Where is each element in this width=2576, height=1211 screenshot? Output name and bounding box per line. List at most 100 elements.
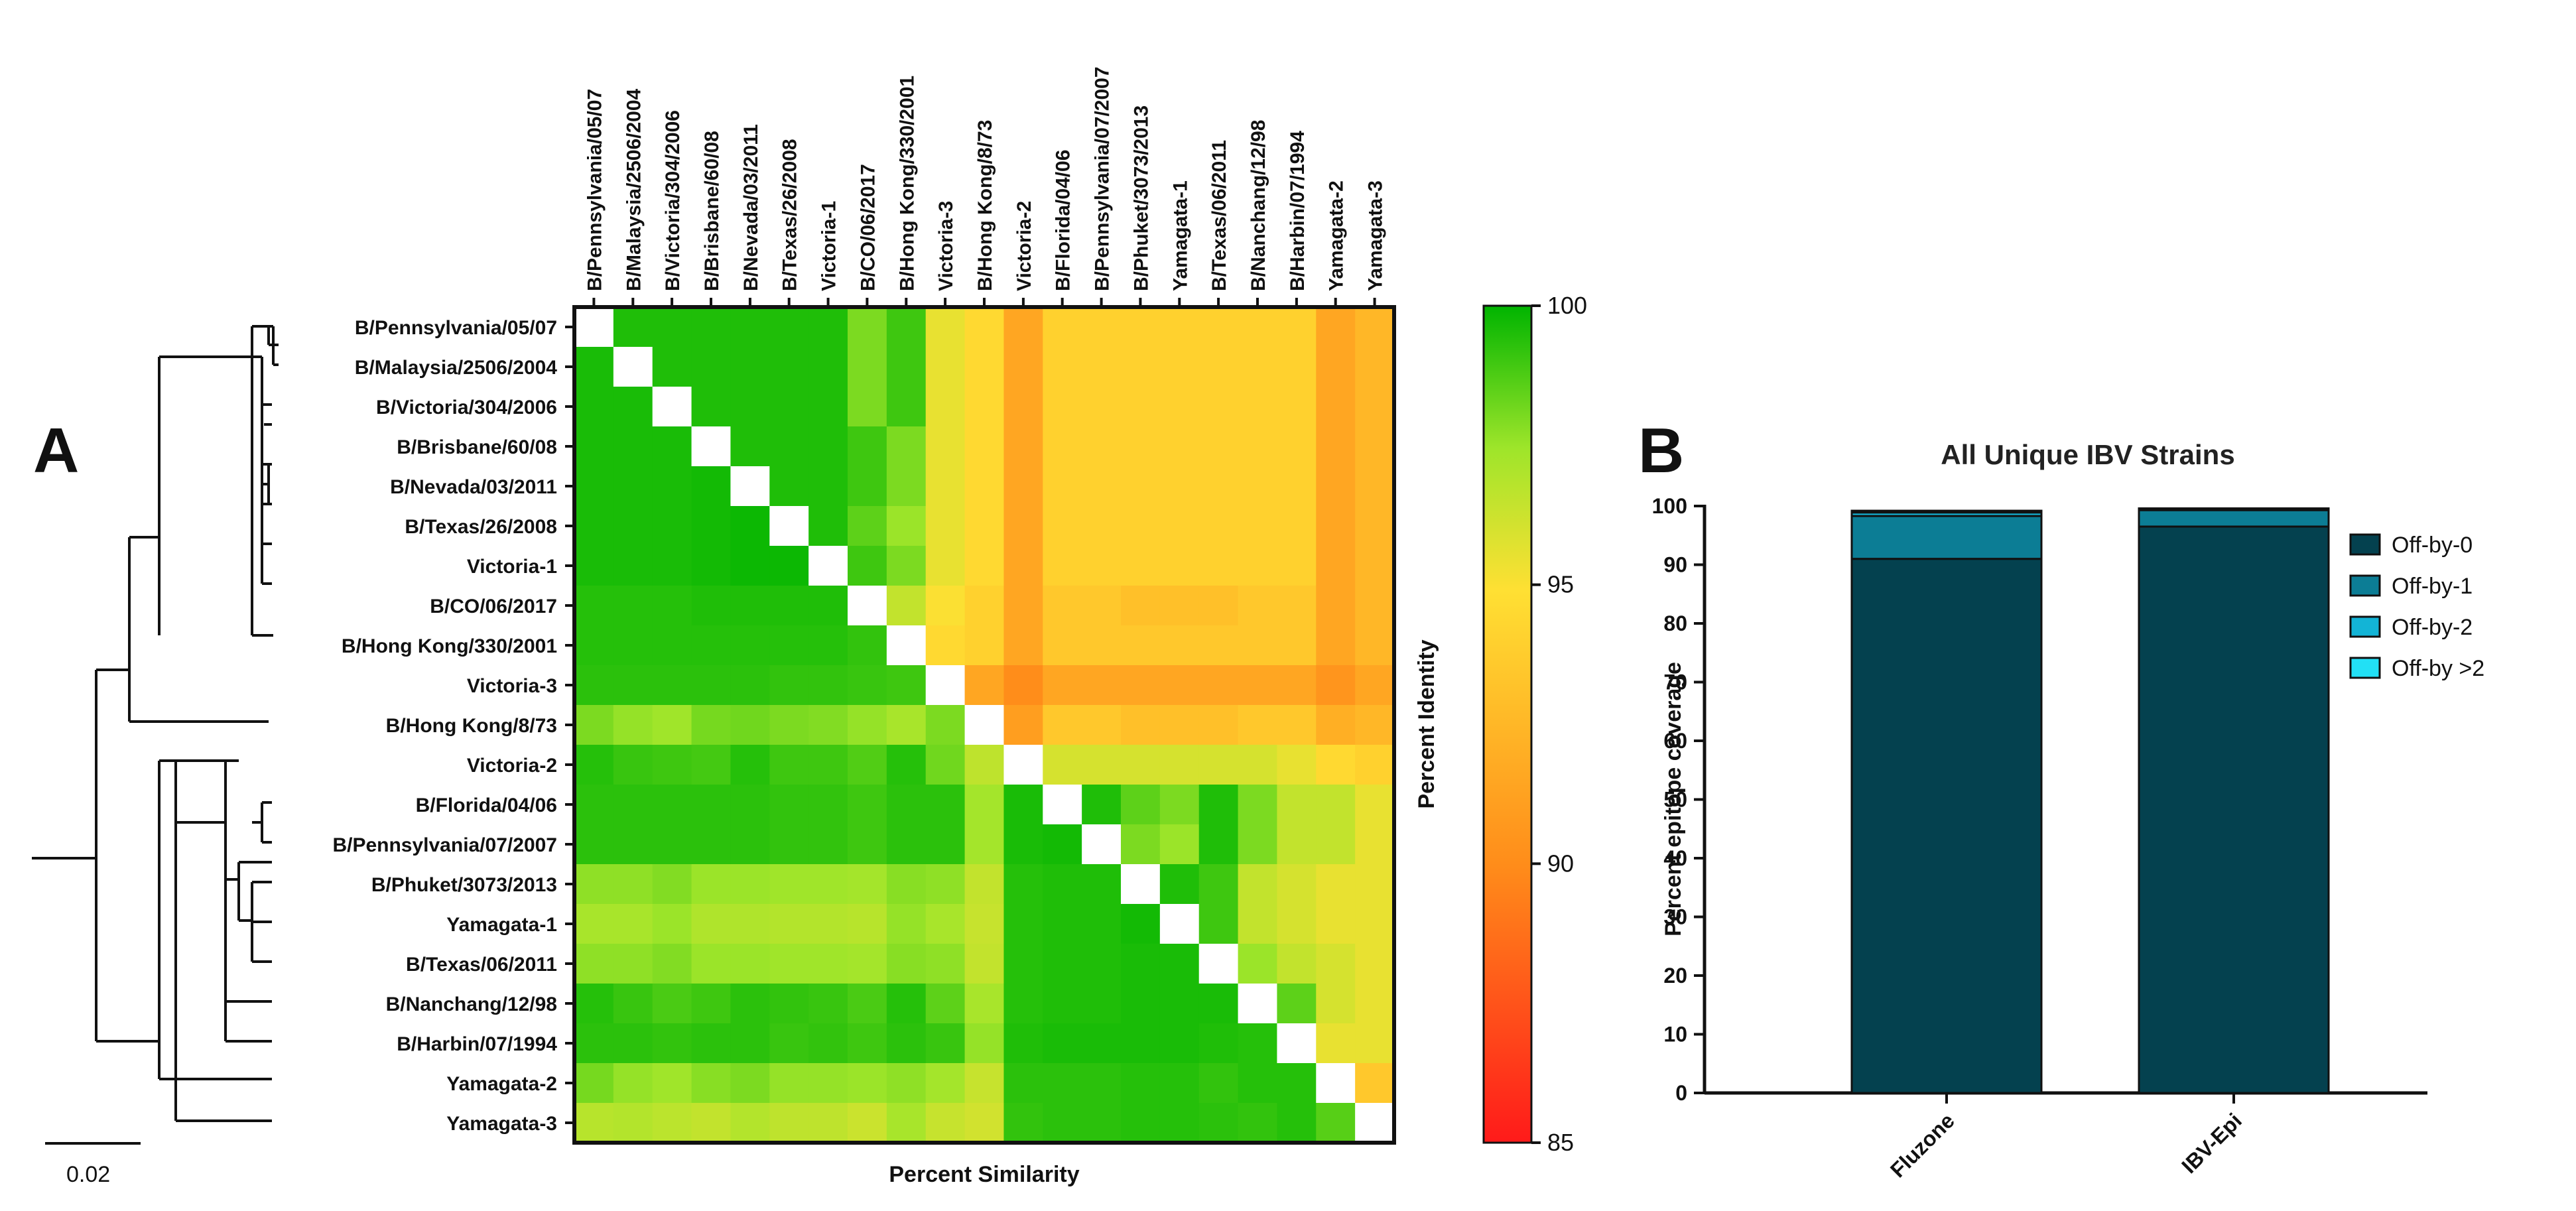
heatmap-cell <box>1043 586 1082 626</box>
heatmap-cell <box>769 625 809 666</box>
heatmap-cell <box>1082 586 1122 626</box>
heatmap-cell <box>691 984 732 1024</box>
heatmap-cell <box>1198 665 1239 706</box>
heatmap-cell <box>613 864 653 905</box>
heatmap-cell <box>574 824 614 865</box>
heatmap-cell <box>808 745 848 785</box>
heatmap-cell <box>964 1063 1005 1104</box>
heatmap-row-label: B/Hong Kong/330/2001 <box>342 635 557 657</box>
heatmap-cell <box>613 1103 653 1143</box>
heatmap-cell <box>886 1023 927 1064</box>
heatmap-cell <box>1082 387 1122 427</box>
heatmap-cell-diagonal <box>1316 1063 1356 1104</box>
heatmap-cell <box>1198 745 1239 785</box>
heatmap-cell <box>769 705 809 745</box>
heatmap-cell <box>1277 824 1317 865</box>
heatmap-cell <box>730 387 770 427</box>
heatmap-cell <box>1238 625 1278 666</box>
heatmap-cell <box>964 625 1005 666</box>
heatmap-cell <box>652 824 692 865</box>
heatmap-cell <box>925 1063 966 1104</box>
heatmap-cell <box>1198 1023 1239 1064</box>
heatmap-cell <box>1121 586 1161 626</box>
heatmap-cell <box>652 466 692 507</box>
heatmap-cell <box>691 1063 732 1104</box>
heatmap-cell <box>1355 347 1395 387</box>
heatmap-cell <box>1277 745 1317 785</box>
heatmap-cell <box>1159 506 1200 546</box>
heatmap-column-label: B/Phuket/3073/2013 <box>1130 105 1152 291</box>
heatmap-cell <box>1159 347 1200 387</box>
heatmap-cell <box>1003 705 1043 745</box>
heatmap-cell-diagonal <box>652 387 692 427</box>
heatmap-cell <box>1043 307 1082 348</box>
heatmap-cell <box>1082 506 1122 546</box>
heatmap-cell <box>1121 705 1161 745</box>
heatmap-row-label: B/Florida/04/06 <box>416 795 557 816</box>
heatmap-cell <box>1238 1063 1278 1104</box>
heatmap-column-label: B/Victoria/304/2006 <box>662 110 684 291</box>
heatmap-row-label: B/Malaysia/2506/2004 <box>355 357 558 379</box>
x-tick-label: Fluzone <box>1886 1108 1959 1182</box>
heatmap-cell <box>964 864 1005 905</box>
heatmap-cell <box>574 1023 614 1064</box>
heatmap-cell <box>886 546 927 586</box>
heatmap-row-label: Yamagata-1 <box>446 914 557 936</box>
heatmap-cell <box>1277 785 1317 825</box>
heatmap-cell <box>925 984 966 1024</box>
heatmap-cell <box>1198 785 1239 825</box>
heatmap-cell <box>730 506 770 546</box>
heatmap-cell <box>886 824 927 865</box>
heatmap-cell <box>1238 904 1278 944</box>
heatmap-cell <box>1159 785 1200 825</box>
heatmap-row-label: Victoria-1 <box>467 556 557 578</box>
heatmap-cell <box>1277 625 1317 666</box>
heatmap-cell <box>1121 984 1161 1024</box>
heatmap-cell <box>964 745 1005 785</box>
heatmap-cell <box>1198 1103 1239 1143</box>
heatmap-cell <box>1277 1103 1317 1143</box>
heatmap-cell <box>1355 466 1395 507</box>
heatmap-cell <box>1238 387 1278 427</box>
heatmap-cell <box>1355 307 1395 348</box>
colorbar <box>1482 304 1533 1144</box>
heatmap-cell <box>652 984 692 1024</box>
heatmap-cell <box>613 546 653 586</box>
heatmap-column-label: Yamagata-2 <box>1326 180 1348 291</box>
heatmap-cell <box>1238 307 1278 348</box>
heatmap-row-label: Victoria-3 <box>467 675 557 697</box>
heatmap-cell <box>1043 1063 1082 1104</box>
heatmap-cell <box>808 1063 848 1104</box>
heatmap-cell <box>1277 506 1317 546</box>
heatmap-cell <box>1316 506 1356 546</box>
heatmap-cell <box>1159 1103 1200 1143</box>
legend-swatch <box>2349 615 2381 638</box>
heatmap-cell <box>848 307 887 348</box>
heatmap-cell <box>1238 745 1278 785</box>
heatmap-cell <box>691 904 732 944</box>
heatmap-cell <box>808 705 848 745</box>
heatmap-cell <box>1121 347 1161 387</box>
heatmap-cell <box>1043 864 1082 905</box>
heatmap-cell <box>1316 984 1356 1024</box>
heatmap-cell <box>1277 944 1317 984</box>
heatmap-cell <box>925 944 966 984</box>
heatmap-cell <box>1003 625 1043 666</box>
heatmap-row-label: B/Texas/06/2011 <box>406 954 557 976</box>
heatmap-cell <box>730 785 770 825</box>
heatmap-cell <box>691 387 732 427</box>
heatmap-cell <box>1121 387 1161 427</box>
heatmap-cell <box>925 745 966 785</box>
heatmap-cell <box>1082 347 1122 387</box>
heatmap-cell <box>1277 546 1317 586</box>
heatmap-cell <box>848 1063 887 1104</box>
heatmap-cell <box>1277 586 1317 626</box>
heatmap-cell <box>769 864 809 905</box>
tree-branches-upper <box>261 357 272 545</box>
heatmap-cell <box>1082 466 1122 507</box>
heatmap-cell <box>574 426 614 467</box>
heatmap-cell <box>1003 426 1043 467</box>
legend-label: Off-by-0 <box>2392 533 2473 558</box>
heatmap-cell <box>1121 625 1161 666</box>
